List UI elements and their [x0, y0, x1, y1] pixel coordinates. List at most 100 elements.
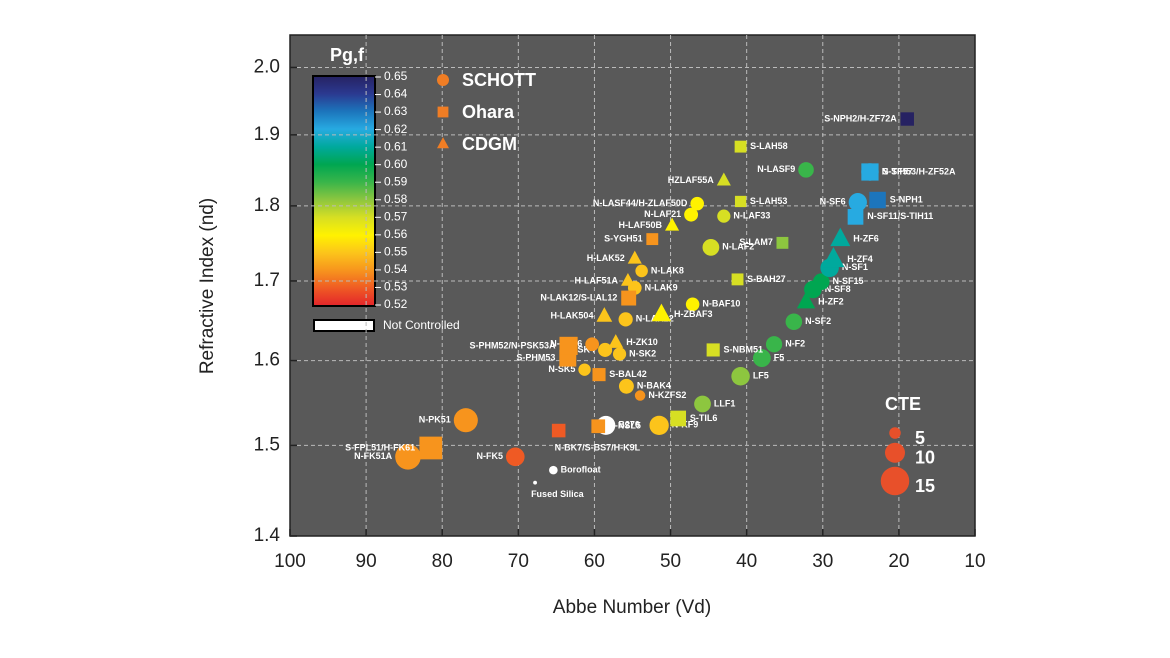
x-tick-label: 20: [888, 551, 909, 572]
x-tick-label: 100: [274, 551, 306, 572]
point-label: N-SK4: [568, 344, 595, 354]
point-label: N-LAK9: [645, 282, 678, 292]
point: [861, 163, 879, 181]
point: [549, 465, 558, 475]
point: [649, 415, 669, 436]
y-tick-label: 1.9: [254, 124, 280, 145]
point-label: N-SF11/S-TIH11: [867, 211, 933, 221]
point-label: H-ZBAF3: [674, 309, 713, 319]
point-label: N-LAK8: [651, 265, 684, 275]
colorbar-tick-label: 0.52: [384, 297, 408, 311]
point-label: HZLAF55A: [668, 175, 715, 185]
point: [618, 378, 634, 394]
point-label: S-PHM52/N-PSK53A: [469, 340, 556, 350]
point: [717, 209, 731, 223]
point-label: H-ZF2: [818, 296, 844, 306]
legend-marker: [437, 137, 449, 149]
point: [785, 313, 803, 331]
point-label: N-LAF33: [733, 210, 770, 220]
point: [505, 447, 525, 467]
y-axis-label: Refractive Index (nd): [197, 198, 218, 374]
colorbar-tick-label: 0.61: [384, 139, 408, 153]
point-label: H-LAF50B: [619, 220, 663, 230]
y-tick-label: 2.0: [254, 56, 280, 77]
point: [869, 191, 886, 209]
point-label: S-YGH51: [604, 233, 643, 243]
point: [670, 410, 687, 427]
point-label: N-LASF44/H-ZLAF50D: [593, 198, 688, 208]
colorbar: [312, 75, 376, 307]
point-label: N-FK51A: [354, 451, 393, 461]
colorbar-tick-label: 0.63: [384, 104, 408, 118]
point: [612, 347, 627, 361]
point-label: N-BK7/S-BS7/H-K9L: [555, 442, 641, 452]
point-label: Borofloat: [561, 464, 601, 474]
x-tick-label: 30: [812, 551, 833, 572]
colorbar-title: Pg,f: [330, 45, 365, 65]
point: [551, 423, 566, 438]
point-label: S-NPH2/H-ZF72A: [824, 113, 897, 123]
point-label: S-LAH53: [750, 196, 788, 206]
x-tick-label: 80: [432, 551, 453, 572]
legend-marker: [437, 74, 449, 86]
legend-marker: [437, 106, 449, 118]
size-legend-marker: [880, 466, 910, 496]
point: [734, 195, 747, 208]
colorbar-tick-label: 0.57: [384, 209, 408, 223]
point: [665, 217, 680, 231]
point: [596, 307, 613, 322]
point-label: H-ZK10: [626, 337, 658, 347]
point: [620, 272, 635, 286]
point: [765, 336, 783, 353]
point-label: N-SF2: [805, 316, 831, 326]
y-tick-label: 1.7: [254, 270, 280, 291]
point-label: LF5: [753, 371, 769, 381]
point: [796, 291, 816, 309]
colorbar-tick-label: 0.58: [384, 192, 408, 206]
x-axis-label: Abbe Number (Vd): [553, 597, 711, 618]
point-label: S-PHM53: [516, 352, 555, 362]
point: [752, 349, 771, 368]
point-label: N-KZFS2: [648, 390, 686, 400]
point-label: N-LAF2: [722, 242, 754, 252]
point-label: S-BAH27: [747, 274, 786, 284]
point-label: S-LAM7: [739, 237, 773, 247]
point-label: B270: [618, 420, 640, 430]
point: [716, 172, 731, 186]
point-label: N-LASF9: [757, 164, 795, 174]
point: [685, 297, 700, 312]
point-label: N-LAK12/S-LAL12: [540, 292, 617, 302]
point-label: S-LAH58: [750, 141, 788, 151]
point-label: N-SF15: [833, 276, 864, 286]
colorbar-tick-label: 0.64: [384, 87, 408, 101]
null-label: Not Controlled: [383, 318, 460, 332]
point: [830, 227, 851, 247]
point-label: F5: [774, 352, 785, 362]
y-tick-label: 1.6: [254, 350, 280, 371]
point: [798, 162, 814, 178]
point: [578, 363, 591, 376]
point: [848, 193, 867, 212]
colorbar-tick-label: 0.56: [384, 227, 408, 241]
colorbar-tick-label: 0.59: [384, 174, 408, 188]
point-label: S-NSL5: [609, 421, 641, 431]
colorbar-tick-label: 0.53: [384, 280, 408, 294]
point-label: N-SF57: [882, 166, 913, 176]
point: [591, 419, 606, 434]
point: [702, 238, 720, 256]
point: [585, 337, 600, 352]
point-label: N-SK2: [629, 348, 656, 358]
point-label: S-NBM51: [723, 344, 763, 354]
point: [651, 303, 671, 322]
point-label: H-ZF4: [847, 254, 873, 264]
point: [635, 264, 648, 278]
point-label: H-LAK504: [550, 311, 593, 321]
size-legend-label: 10: [915, 448, 935, 468]
legend-label: Ohara: [462, 102, 515, 122]
point: [634, 390, 646, 401]
point: [847, 208, 864, 225]
y-tick-label: 1.5: [254, 434, 280, 455]
point: [618, 312, 633, 327]
point: [419, 436, 443, 460]
